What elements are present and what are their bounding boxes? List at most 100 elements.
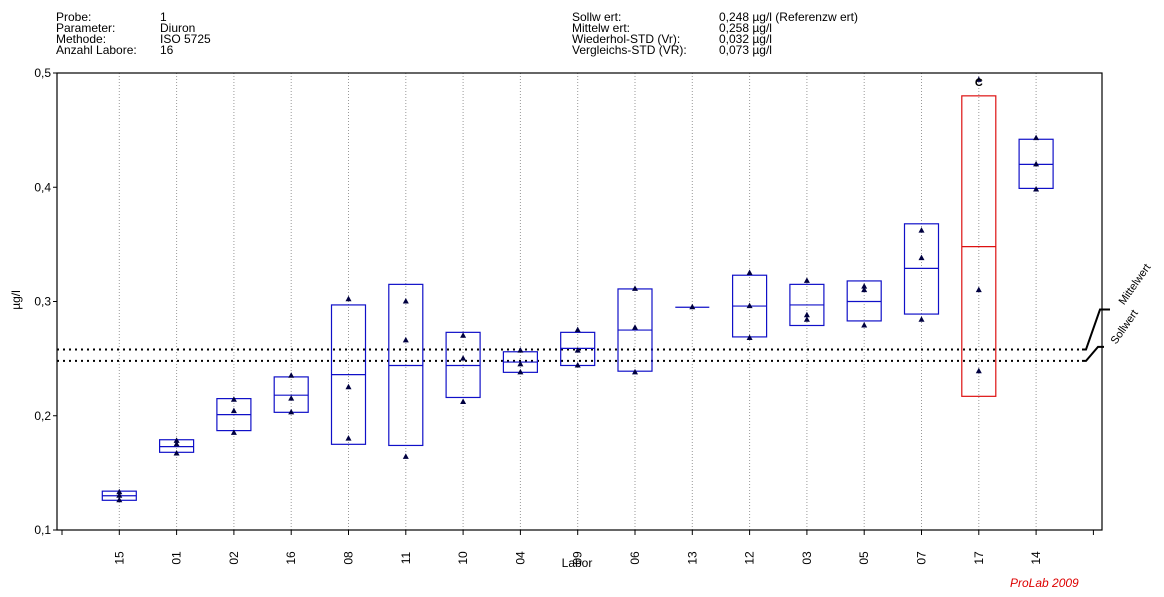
lab-flag: C — [975, 77, 983, 89]
lab-point — [746, 302, 753, 309]
lab-point — [574, 361, 581, 368]
lab-point — [460, 355, 467, 361]
lab-point — [574, 347, 581, 353]
x-tick-label: 14 — [1029, 551, 1043, 565]
x-tick-label: 08 — [342, 551, 356, 565]
lab-point — [975, 367, 982, 374]
lab-point — [918, 227, 925, 233]
lab-box-group — [502, 347, 538, 375]
y-tick-label: 0,5 — [34, 66, 51, 80]
lab-point — [861, 286, 868, 293]
lab-point — [402, 298, 409, 304]
lab-point — [173, 449, 180, 456]
lab-point — [116, 496, 123, 503]
info-value: ISO 5725 — [160, 32, 211, 46]
y-axis-label: µg/l — [9, 290, 23, 310]
lab-box-group — [789, 277, 825, 327]
lab-box-group — [1018, 134, 1054, 192]
x-tick-label: 01 — [170, 551, 184, 565]
info-row-mittelwert: Mittelw ert: 0,258 µg/l — [572, 21, 972, 35]
x-tick-label: 04 — [513, 551, 527, 565]
y-tick-label: 0,2 — [34, 409, 51, 423]
sollwert-connector — [1082, 345, 1104, 362]
x-axis-label: Labor — [562, 556, 593, 570]
lab-box-group — [675, 303, 710, 310]
lab-point — [975, 76, 982, 82]
lab-point — [632, 285, 638, 291]
lab-point — [230, 429, 237, 435]
lab-point — [173, 437, 180, 443]
lab-point — [1033, 160, 1040, 167]
lab-box-group — [101, 488, 137, 503]
info-row-probe: Probe: 1 — [56, 10, 356, 24]
x-tick-label: 16 — [284, 551, 298, 565]
lab-box-group — [731, 269, 768, 341]
lab-box-group — [159, 437, 195, 456]
lab-point — [116, 492, 123, 498]
info-value: 0,073 µg/l — [719, 43, 772, 57]
lab-point — [402, 453, 409, 459]
lab-point — [288, 395, 295, 401]
lab-point — [173, 440, 180, 447]
info-row-parameter: Parameter: Diuron — [56, 21, 356, 35]
info-value: 0,258 µg/l — [719, 21, 772, 35]
lab-point — [288, 408, 295, 415]
lab-box-group — [388, 283, 424, 459]
info-label: Wiederhol-STD (Vr): — [572, 32, 681, 46]
info-row-sollwert: Sollw ert: 0,248 µg/l (Referenzw ert) — [572, 10, 972, 24]
lab-box-group — [560, 326, 596, 368]
lab-point — [230, 396, 237, 402]
mittelwert-connector — [1082, 308, 1110, 351]
info-row-anzahl-labore: Anzahl Labore: 16 — [56, 43, 356, 57]
lab-point — [803, 311, 810, 318]
info-value: 1 — [160, 10, 167, 24]
x-tick-label: 03 — [800, 551, 814, 565]
lab-box-group — [846, 280, 882, 328]
info-label: Anzahl Labore: — [56, 43, 137, 57]
x-tick-label: 06 — [628, 551, 642, 565]
info-label: Methode: — [56, 32, 107, 46]
lab-point — [975, 286, 982, 293]
lab-point — [517, 347, 524, 353]
lab-point — [116, 488, 123, 495]
lab-box-group — [445, 331, 481, 405]
lab-point — [517, 368, 524, 375]
axes: 0,1 0,2 0,3 0,4 0,5 15 01 02 16 08 11 10 04 09 06 13 12 0… — [34, 66, 1103, 565]
boxes: C — [101, 76, 1054, 503]
info-label: Parameter: — [56, 21, 116, 35]
lab-point — [345, 383, 352, 390]
info-label: Sollw ert: — [572, 10, 622, 24]
x-tick-label: 13 — [685, 551, 699, 565]
lab-point — [1033, 186, 1040, 192]
lab-box-group — [273, 372, 309, 415]
grid — [118, 73, 1037, 530]
info-label: Probe: — [56, 10, 92, 24]
x-tick-label: 17 — [972, 551, 986, 565]
lab-point — [460, 398, 467, 405]
info-right: Sollw ert: 0,248 µg/l (Referenzw ert) Mit… — [572, 10, 972, 72]
info-left: Probe: 1 Parameter: Diuron Methode: ISO 572… — [56, 10, 356, 72]
lab-point — [460, 332, 467, 338]
mittelwert-label: Mittelwert — [1117, 262, 1154, 307]
lab-point — [632, 368, 638, 375]
lab-point — [574, 326, 581, 333]
lab-box-group — [216, 396, 252, 435]
lab-box-group: C — [961, 76, 997, 397]
info-label: Vergleichs-STD (VR): — [572, 43, 687, 57]
lab-point — [803, 277, 810, 283]
y-tick-label: 0,3 — [34, 295, 51, 309]
x-tick-label: 15 — [112, 551, 126, 565]
y-tick-label: 0,1 — [34, 523, 51, 537]
prolab-watermark: ProLab 2009 — [1010, 576, 1079, 590]
lab-point — [517, 360, 524, 367]
x-tick-label: 05 — [857, 551, 871, 565]
info-value: 0,032 µg/l — [719, 32, 772, 46]
info-row-methode: Methode: ISO 5725 — [56, 32, 356, 46]
lab-box-group — [330, 295, 367, 445]
x-tick-label: 11 — [399, 551, 413, 564]
lab-point — [689, 303, 696, 310]
lab-point — [288, 372, 295, 378]
x-tick-label: 09 — [571, 551, 585, 565]
